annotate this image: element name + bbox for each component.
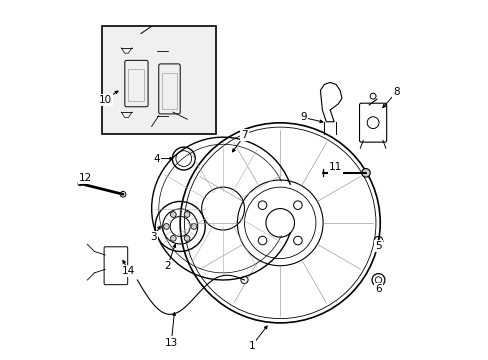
Text: 10: 10 bbox=[99, 95, 112, 105]
FancyBboxPatch shape bbox=[102, 26, 216, 134]
Text: 11: 11 bbox=[328, 162, 342, 172]
Text: 6: 6 bbox=[374, 284, 381, 294]
Text: 2: 2 bbox=[164, 261, 171, 271]
Circle shape bbox=[184, 212, 189, 217]
Text: 3: 3 bbox=[150, 232, 156, 242]
Text: 7: 7 bbox=[241, 130, 247, 140]
Text: 4: 4 bbox=[153, 154, 160, 163]
Text: 9: 9 bbox=[300, 112, 306, 122]
Circle shape bbox=[163, 224, 169, 229]
Text: 13: 13 bbox=[164, 338, 178, 347]
Text: 14: 14 bbox=[122, 266, 135, 276]
Text: 12: 12 bbox=[79, 173, 92, 183]
Circle shape bbox=[170, 212, 176, 217]
Circle shape bbox=[361, 168, 369, 177]
Circle shape bbox=[170, 235, 176, 241]
Circle shape bbox=[184, 235, 189, 241]
Text: 1: 1 bbox=[248, 341, 254, 351]
Text: 5: 5 bbox=[374, 241, 381, 251]
Text: 8: 8 bbox=[392, 87, 399, 98]
Circle shape bbox=[191, 224, 196, 229]
